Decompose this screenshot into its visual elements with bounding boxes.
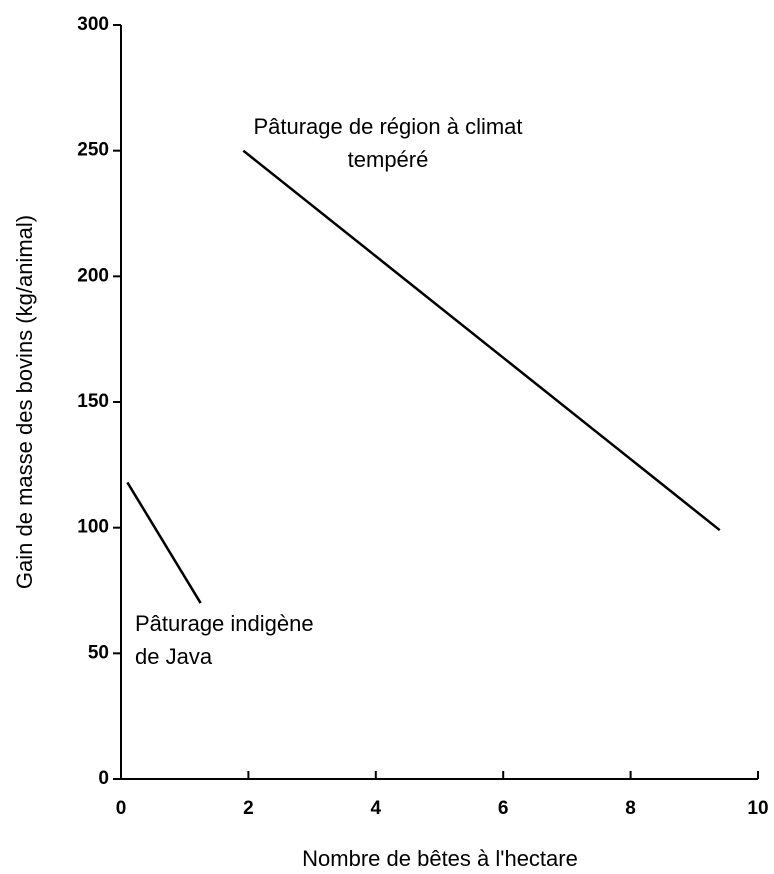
line: [126, 481, 202, 604]
y-tick-label: 250: [77, 140, 109, 161]
x-tick-label: 4: [371, 798, 382, 819]
x-tick-label: 6: [498, 798, 509, 819]
y-tick-label: 200: [77, 265, 109, 286]
y-tick-label: 50: [88, 642, 109, 663]
y-axis-label: Gain de masse des bovins (kg/animal): [12, 215, 37, 589]
line-annotation: de Java: [135, 644, 213, 669]
x-tick-label: 2: [243, 798, 254, 819]
line-annotation: tempéré: [348, 147, 429, 172]
x-tick-label: 8: [625, 798, 636, 819]
line-annotation: Pâturage indigène: [135, 611, 314, 636]
x-axis-label: Nombre de bêtes à l'hectare: [302, 846, 578, 871]
y-tick-label: 150: [77, 391, 109, 412]
y-tick-label: 100: [77, 517, 109, 538]
line: [242, 149, 721, 532]
line-annotation: Pâturage de région à climat: [253, 114, 522, 139]
x-tick-label: 0: [116, 798, 127, 819]
x-tick-label: 10: [747, 798, 768, 819]
y-tick-label: 0: [98, 768, 109, 789]
y-tick-label: 300: [77, 14, 109, 35]
